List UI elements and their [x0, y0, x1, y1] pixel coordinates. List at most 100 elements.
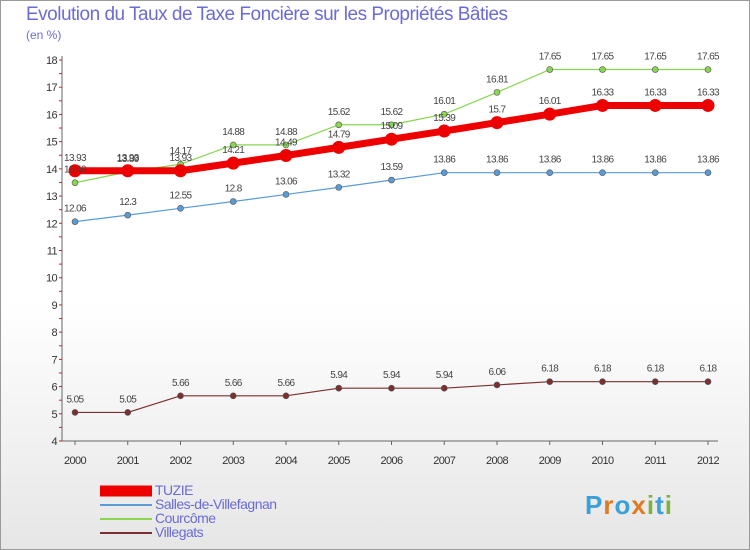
- y-unit-label: (en %): [26, 28, 62, 42]
- data-label: 14.17: [169, 146, 192, 157]
- data-label: 13.86: [486, 155, 509, 166]
- legend-label: Villegats: [155, 524, 204, 540]
- proxiti-logo: Proxiti: [585, 490, 673, 521]
- legend-swatch: [100, 532, 152, 534]
- data-label: 14.88: [222, 127, 245, 138]
- legend-label: TUZIE: [155, 482, 193, 498]
- logo-letter: r: [603, 490, 615, 520]
- data-point: [68, 164, 82, 178]
- data-point: [493, 381, 501, 389]
- y-tick-label: 13: [46, 191, 58, 203]
- y-tick-label: 9: [51, 300, 57, 312]
- data-label: 14.79: [328, 129, 351, 140]
- logo-letter: t: [655, 490, 665, 520]
- data-label: 12.06: [64, 204, 87, 215]
- data-label: 13.93: [64, 153, 87, 164]
- logo-letter: o: [614, 490, 632, 520]
- data-point: [335, 184, 343, 191]
- data-label: 16.01: [433, 96, 456, 107]
- data-point: [388, 176, 395, 184]
- data-label: 13.86: [539, 155, 562, 166]
- legend-label: Courcôme: [155, 510, 216, 526]
- data-point: [229, 392, 237, 400]
- data-label: 17.65: [591, 52, 614, 63]
- x-tick-label: 2005: [328, 455, 351, 467]
- data-point: [335, 384, 343, 392]
- data-point: [437, 124, 451, 138]
- legend-swatch: [100, 485, 152, 497]
- y-tick-label: 16: [46, 109, 58, 121]
- x-tick-label: 2010: [591, 455, 614, 467]
- data-point: [229, 198, 237, 205]
- y-tick-label: 15: [46, 137, 58, 149]
- data-label: 12.8: [225, 184, 243, 195]
- data-point: [177, 392, 184, 400]
- data-point: [651, 378, 659, 385]
- y-tick-label: 14: [46, 164, 58, 176]
- y-tick-label: 6: [51, 382, 57, 394]
- y-tick-label: 10: [46, 273, 58, 285]
- data-label: 16.81: [486, 74, 509, 85]
- data-point: [385, 132, 398, 146]
- x-tick-label: 2004: [275, 455, 298, 467]
- data-label: 13.32: [328, 169, 351, 180]
- data-point: [71, 179, 79, 187]
- data-label: 6.18: [647, 364, 665, 375]
- data-point: [332, 140, 346, 154]
- data-label: 13.93: [117, 153, 140, 164]
- data-point: [71, 218, 79, 225]
- data-point: [704, 378, 712, 385]
- data-point: [493, 89, 501, 96]
- data-label: 12.55: [169, 190, 192, 201]
- data-label: 14.88: [275, 127, 298, 138]
- legend-swatch: [100, 504, 152, 506]
- data-point: [124, 409, 132, 416]
- y-tick-label: 5: [51, 409, 57, 421]
- data-label: 15.39: [433, 113, 456, 124]
- y-tick-label: 7: [51, 354, 57, 366]
- data-point: [651, 66, 659, 73]
- data-label: 16.01: [539, 96, 562, 107]
- data-label: 5.94: [330, 370, 348, 381]
- data-label: 15.62: [328, 107, 351, 118]
- data-point: [388, 384, 395, 392]
- logo-letter: x: [631, 490, 647, 520]
- x-tick-label: 2009: [539, 455, 562, 467]
- logo-letter: P: [585, 490, 604, 520]
- data-label: 12.3: [119, 197, 137, 208]
- data-label: 5.66: [225, 378, 243, 389]
- data-point: [177, 205, 184, 212]
- data-point: [596, 98, 609, 112]
- data-label: 15.7: [488, 105, 506, 116]
- data-label: 15.62: [380, 107, 403, 118]
- data-point: [440, 110, 448, 118]
- data-label: 13.49: [64, 165, 87, 176]
- data-label: 5.66: [277, 378, 295, 389]
- data-point: [704, 169, 712, 176]
- data-label: 13.59: [380, 162, 403, 173]
- data-label: 13.93: [169, 153, 192, 164]
- data-point: [546, 378, 554, 385]
- data-point: [229, 141, 237, 149]
- data-label: 6.18: [541, 364, 559, 375]
- x-tick-label: 2011: [645, 455, 667, 467]
- legend-swatch: [100, 518, 152, 520]
- data-label: 17.65: [539, 52, 562, 63]
- data-point: [701, 98, 715, 112]
- y-tick-label: 4: [51, 436, 57, 448]
- data-point: [440, 169, 448, 176]
- data-label: 13.89: [117, 154, 140, 165]
- data-label: 5.05: [66, 394, 84, 405]
- axes: 4 5 6 7 8 9 10 11 12 13 14 15 16 17 18 2000 2001 2002 2003…: [46, 55, 720, 467]
- data-point: [335, 121, 343, 129]
- data-point: [71, 409, 79, 416]
- data-label: 13.86: [433, 155, 456, 166]
- data-point: [648, 98, 662, 112]
- data-point: [282, 141, 290, 149]
- x-tick-label: 2007: [433, 455, 456, 467]
- data-point: [388, 121, 395, 129]
- data-point: [124, 211, 132, 219]
- data-label: 13.86: [591, 155, 614, 166]
